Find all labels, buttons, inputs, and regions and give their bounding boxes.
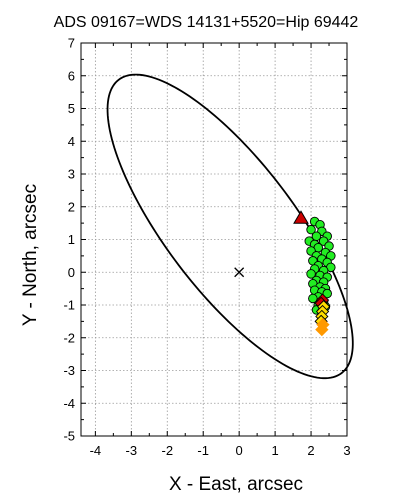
x-axis-label: X - East, arcsec: [169, 474, 303, 495]
x-tick-label: 2: [307, 443, 314, 458]
orbit-ellipse: [106, 73, 354, 380]
y-tick-label: 7: [68, 36, 75, 51]
x-tick-label: 0: [236, 443, 243, 458]
x-tick-label: 3: [343, 443, 350, 458]
primary-star-stroke: [234, 267, 245, 278]
axis-ticks: [81, 42, 348, 437]
observation-point: [308, 293, 318, 304]
y-tick-label: 2: [68, 199, 75, 214]
ephemeris-far-diamond: [315, 322, 329, 337]
y-tick-label: 0: [68, 265, 75, 280]
y-tick-label: -3: [63, 363, 75, 378]
y-tick-label: 3: [68, 167, 75, 182]
x-tick-label: -3: [126, 443, 138, 458]
x-tick-label: 1: [271, 443, 278, 458]
y-tick-label: -2: [63, 330, 75, 345]
y-tick-label: -1: [63, 298, 75, 313]
y-tick-label: -5: [63, 429, 75, 444]
y-tick-label: 5: [68, 101, 75, 116]
y-tick-label: -4: [63, 396, 75, 411]
first-position-triangle: [293, 210, 309, 224]
y-tick-label: 6: [68, 68, 75, 83]
chart-title: ADS 09167=WDS 14131+5520=Hip 69442: [54, 14, 359, 31]
tick-labels: -4 -3 -2 -1 0 1 2 3 -5 -4 -3 -2 -1 0 1 2 3 4 5 6 7: [63, 36, 350, 459]
x-tick-label: -2: [161, 443, 173, 458]
y-tick-label: 4: [68, 134, 75, 149]
y-axis-label: Y - North, arcsec: [20, 184, 41, 326]
x-tick-label: -4: [90, 443, 102, 458]
primary-star-marker: [234, 267, 245, 278]
orbit-layer: [106, 73, 354, 380]
observation-point: [306, 269, 316, 279]
y-tick-label: 1: [68, 232, 75, 247]
observation-point: [322, 288, 332, 299]
x-tick-label: -1: [197, 443, 209, 458]
special-markers: [293, 210, 331, 337]
observation-point: [306, 224, 316, 235]
